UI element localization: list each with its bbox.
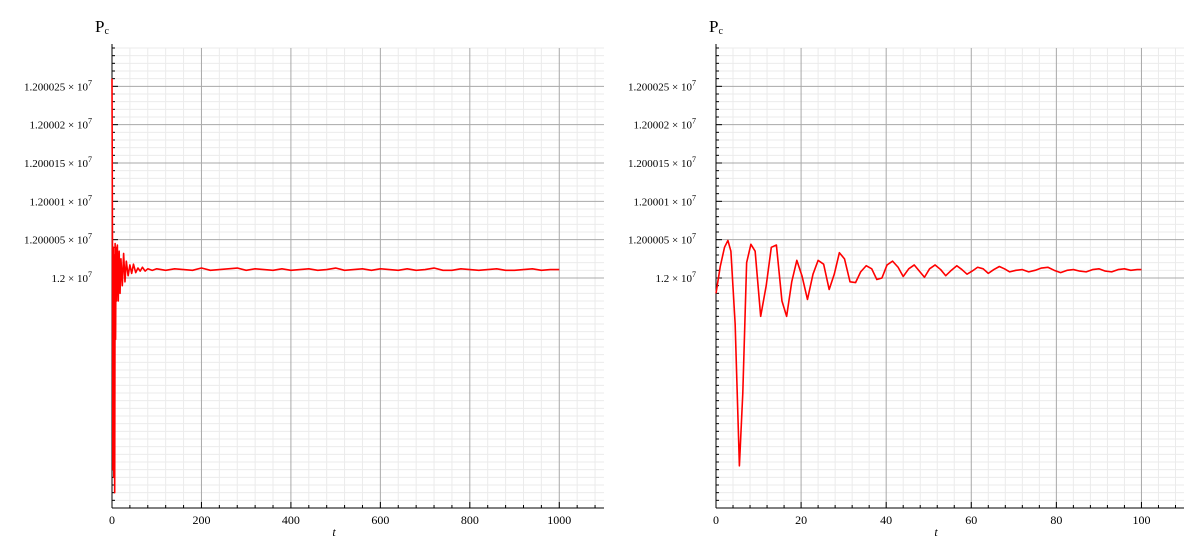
y-tick-label: 1.200005 × 107 — [24, 232, 92, 247]
y-axis-title: Pc — [709, 17, 723, 37]
series-line — [111, 78, 560, 494]
y-tick-label: 1.200015 × 107 — [24, 155, 92, 170]
y-tick-label: 1.2 × 107 — [52, 270, 92, 285]
y-tick-label: 1.200005 × 107 — [628, 232, 696, 247]
series-line — [715, 239, 1142, 467]
y-tick-label: 1.20001 × 107 — [30, 193, 92, 208]
x-axis-title: t — [934, 525, 938, 539]
chart-right: 0 20 40 60 80 100 1.2 × 107 1.200005 × 107 1.200… — [628, 17, 1184, 539]
x-tick-label: 80 — [1050, 513, 1062, 527]
x-tick-label: 400 — [282, 513, 300, 527]
x-tick-label: 60 — [965, 513, 977, 527]
x-tick-label: 100 — [1132, 513, 1150, 527]
chart-left: 0 200 400 600 800 1000 1.2 × 107 1.200005 × 107… — [24, 17, 604, 539]
x-tick-label: 20 — [795, 513, 807, 527]
x-tick-label: 200 — [192, 513, 210, 527]
x-tick-label: 600 — [371, 513, 389, 527]
y-tick-label: 1.20001 × 107 — [634, 193, 696, 208]
x-axis-title: t — [332, 525, 336, 539]
y-tick-label: 1.20002 × 107 — [30, 117, 92, 132]
y-tick-label: 1.20002 × 107 — [634, 117, 696, 132]
x-tick-label: 0 — [713, 513, 719, 527]
x-tick-label: 40 — [880, 513, 892, 527]
y-tick-label: 1.2 × 107 — [656, 270, 696, 285]
y-tick-label: 1.200025 × 107 — [24, 78, 92, 93]
x-tick-label: 1000 — [547, 513, 571, 527]
x-tick-label: 800 — [461, 513, 479, 527]
x-tick-label: 0 — [109, 513, 115, 527]
y-tick-label: 1.200015 × 107 — [628, 155, 696, 170]
y-tick-label: 1.200025 × 107 — [628, 78, 696, 93]
y-axis-title: Pc — [95, 17, 109, 37]
